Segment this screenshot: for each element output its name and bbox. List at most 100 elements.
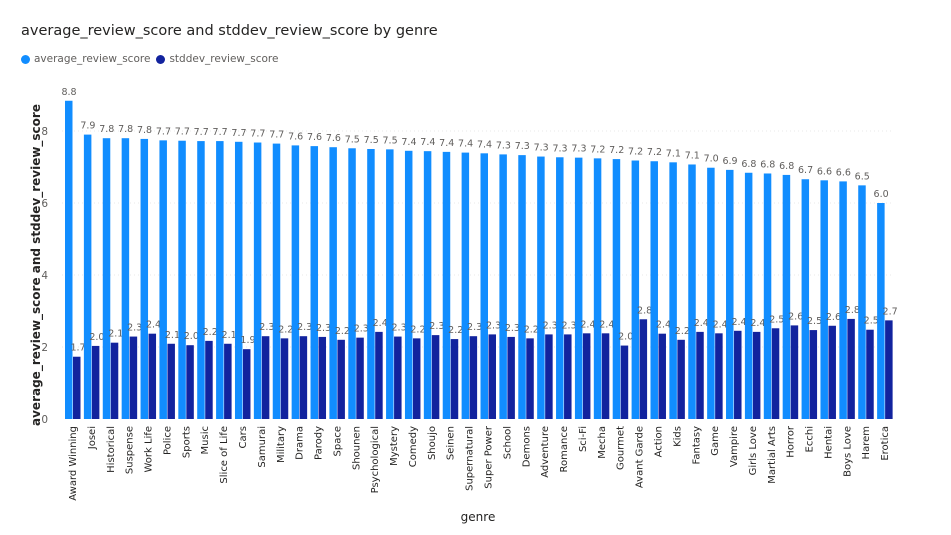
- bar-average[interactable]: [858, 185, 866, 419]
- bar-stddev[interactable]: [658, 333, 666, 419]
- data-label-average: 7.0: [704, 154, 719, 165]
- bar-average[interactable]: [423, 151, 432, 419]
- bar-average[interactable]: [121, 138, 130, 419]
- x-tick-label: Shoujo: [427, 426, 438, 460]
- bar-average[interactable]: [367, 149, 375, 419]
- bar-average[interactable]: [726, 169, 734, 419]
- bar-average[interactable]: [216, 141, 224, 419]
- bar-stddev[interactable]: [91, 345, 100, 419]
- bar-average[interactable]: [272, 143, 281, 419]
- bar-average[interactable]: [839, 181, 847, 419]
- bar-stddev[interactable]: [790, 325, 799, 419]
- bar-stddev[interactable]: [186, 345, 194, 419]
- bar-average[interactable]: [102, 138, 111, 419]
- bar-stddev[interactable]: [734, 330, 742, 419]
- bar-stddev[interactable]: [828, 325, 836, 419]
- bar-stddev[interactable]: [771, 328, 780, 419]
- bar-stddev[interactable]: [809, 330, 818, 419]
- bar-stddev[interactable]: [224, 343, 232, 419]
- bar-average[interactable]: [65, 100, 73, 419]
- bar-average[interactable]: [631, 160, 640, 419]
- bar-stddev[interactable]: [280, 338, 289, 419]
- x-tick-label: Fantasy: [691, 426, 702, 465]
- data-label-stddev: 2.4: [373, 318, 388, 329]
- bar-stddev[interactable]: [639, 319, 648, 419]
- bar-average[interactable]: [556, 157, 564, 419]
- bar-average[interactable]: [669, 162, 677, 419]
- bar-stddev[interactable]: [847, 318, 855, 419]
- bar-average[interactable]: [83, 134, 92, 419]
- bar-stddev[interactable]: [73, 356, 81, 419]
- bar-stddev[interactable]: [205, 340, 213, 419]
- bar-average[interactable]: [801, 179, 810, 419]
- bar-average[interactable]: [310, 146, 319, 419]
- bar-stddev[interactable]: [677, 339, 685, 419]
- x-tick-label: Boys Love: [842, 426, 853, 477]
- bar-average[interactable]: [253, 142, 262, 419]
- bar-average[interactable]: [707, 167, 715, 419]
- legend-item-stddev[interactable]: stddev_review_score: [156, 53, 278, 65]
- bar-average[interactable]: [744, 172, 753, 419]
- bar-average[interactable]: [329, 147, 337, 419]
- bar-average[interactable]: [480, 153, 489, 419]
- bar-stddev[interactable]: [299, 336, 308, 419]
- bar-average[interactable]: [574, 157, 583, 419]
- bar-average[interactable]: [178, 140, 186, 419]
- bar-stddev[interactable]: [394, 336, 402, 419]
- bar-average[interactable]: [197, 141, 205, 419]
- bar-average[interactable]: [461, 152, 470, 419]
- bar-average[interactable]: [612, 159, 621, 419]
- bar-average[interactable]: [650, 161, 658, 420]
- bar-stddev[interactable]: [450, 339, 459, 419]
- bar-average[interactable]: [404, 150, 413, 420]
- bar-stddev[interactable]: [620, 345, 629, 419]
- data-label-average: 7.4: [439, 138, 454, 149]
- bar-stddev[interactable]: [375, 331, 383, 419]
- bar-stddev[interactable]: [356, 337, 364, 419]
- bar-stddev[interactable]: [885, 320, 893, 419]
- bar-average[interactable]: [782, 174, 791, 419]
- bar-stddev[interactable]: [242, 349, 251, 419]
- bar-stddev[interactable]: [167, 343, 175, 419]
- bar-average[interactable]: [348, 148, 356, 419]
- bar-stddev[interactable]: [337, 339, 345, 419]
- bar-stddev[interactable]: [601, 333, 610, 419]
- data-label-stddev: 2.4: [580, 319, 595, 330]
- bar-average[interactable]: [291, 145, 300, 419]
- bar-average[interactable]: [877, 203, 885, 419]
- bar-stddev[interactable]: [110, 342, 119, 419]
- bar-average[interactable]: [442, 151, 451, 419]
- x-tick-label: Romance: [559, 426, 570, 472]
- bar-average[interactable]: [499, 154, 507, 419]
- x-tick-label: Suspense: [125, 426, 136, 474]
- legend-item-average[interactable]: average_review_score: [21, 53, 150, 65]
- bar-stddev[interactable]: [752, 331, 761, 419]
- bar-stddev[interactable]: [526, 338, 534, 419]
- bar-stddev[interactable]: [545, 334, 553, 419]
- bar-stddev[interactable]: [412, 338, 421, 419]
- bar-stddev[interactable]: [866, 329, 874, 419]
- bar-average[interactable]: [159, 140, 167, 420]
- bar-stddev[interactable]: [488, 334, 497, 419]
- bar-average[interactable]: [234, 141, 243, 420]
- data-label-stddev: 2.2: [203, 327, 218, 338]
- bar-stddev[interactable]: [431, 335, 440, 419]
- bar-stddev[interactable]: [696, 331, 704, 419]
- bar-stddev[interactable]: [129, 336, 138, 419]
- bar-average[interactable]: [537, 156, 545, 419]
- bar-average[interactable]: [518, 155, 526, 419]
- bar-average[interactable]: [593, 158, 602, 420]
- bar-stddev[interactable]: [148, 333, 157, 419]
- bar-stddev[interactable]: [582, 333, 591, 419]
- bar-stddev[interactable]: [469, 336, 478, 419]
- bar-stddev[interactable]: [564, 334, 572, 419]
- bar-average[interactable]: [386, 149, 394, 420]
- bar-stddev[interactable]: [507, 336, 515, 419]
- bar-average[interactable]: [820, 180, 828, 419]
- bar-average[interactable]: [688, 164, 696, 419]
- bar-average[interactable]: [140, 138, 149, 420]
- bar-stddev[interactable]: [261, 336, 270, 419]
- bar-average[interactable]: [763, 173, 772, 419]
- bar-stddev[interactable]: [715, 333, 723, 419]
- bar-stddev[interactable]: [318, 336, 327, 419]
